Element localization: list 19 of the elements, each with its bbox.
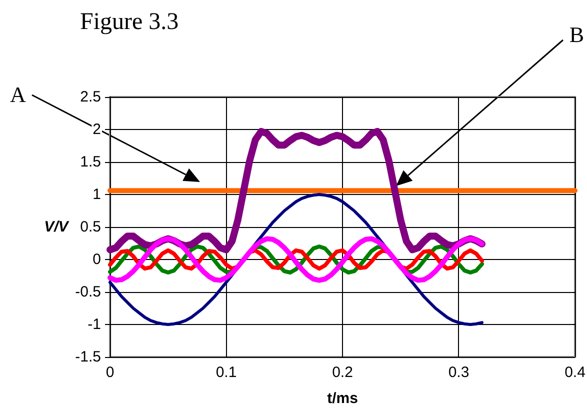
y-tick-label: -1 <box>88 316 101 333</box>
y-tick-label: 1.5 <box>80 154 101 170</box>
x-tick-label: 0.1 <box>216 364 237 381</box>
y-tick-label: 0.5 <box>80 218 101 236</box>
x-axis-title: t/ms <box>327 390 358 407</box>
y-axis-title: V/V <box>44 218 70 236</box>
y-tick-label: 0 <box>92 251 101 268</box>
y-tick-label: -0.5 <box>75 284 101 300</box>
y-tick-label: 2 <box>92 121 101 138</box>
x-tick-label: 0.3 <box>448 364 470 381</box>
y-tick-label: -1.5 <box>75 348 101 366</box>
chart-title: Figure 3.3 <box>80 9 179 35</box>
text: A <box>10 82 26 107</box>
x-tick-label: 0 <box>106 364 114 381</box>
y-tick-label: 1 <box>92 186 101 203</box>
x-tick-label: 0.2 <box>332 364 353 381</box>
y-tick-label: 2.5 <box>80 88 101 106</box>
x-tick-label: 0.4 <box>564 364 586 381</box>
text: B <box>569 22 584 47</box>
